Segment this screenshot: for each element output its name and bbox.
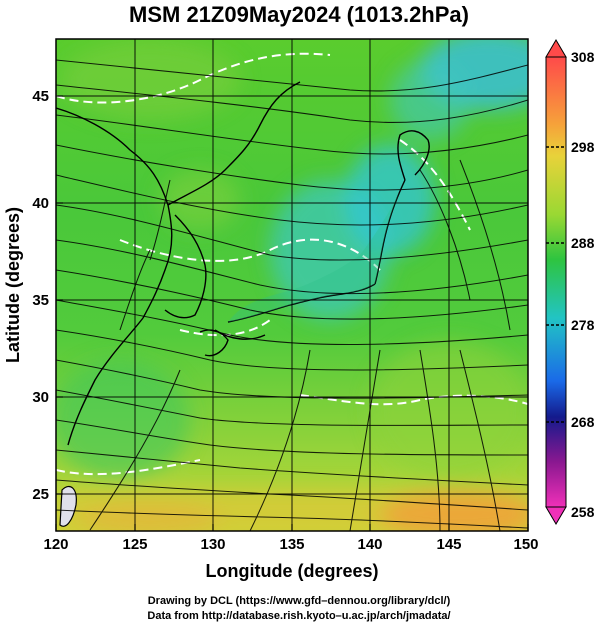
- y-tick-label: 35: [32, 292, 49, 309]
- colorbar-label: 278: [571, 317, 595, 333]
- y-tick-label: 25: [32, 486, 49, 503]
- x-tick-label: 140: [357, 536, 382, 553]
- taiwan-island: [59, 485, 77, 527]
- x-tick-label: 135: [279, 536, 304, 553]
- figure-title: MSM 21Z09May2024 (1013.2hPa): [129, 2, 469, 27]
- colorbar-ramp: [545, 56, 567, 508]
- y-tick-labels: 25 30 35 40 45: [32, 88, 49, 503]
- x-tick-label: 120: [43, 536, 68, 553]
- axis-ticks: [55, 95, 529, 531]
- temperature-contours: [56, 52, 528, 476]
- colorbar-top-arrow: [545, 39, 567, 58]
- y-tick-label: 45: [32, 88, 49, 105]
- japan-landmass: [228, 180, 405, 322]
- y-axis-label: Latitude (degrees): [3, 207, 23, 363]
- x-tick-label: 145: [436, 536, 461, 553]
- map-panel: [56, 39, 528, 531]
- x-tick-labels: 120 125 130 135 140 145 150: [43, 536, 538, 553]
- x-tick-label: 130: [200, 536, 225, 553]
- lat-lon-grid: [56, 39, 528, 531]
- footer-credit-data: Data from http://database.rish.kyoto–u.a…: [147, 610, 450, 622]
- x-tick-label: 125: [122, 536, 147, 553]
- colorbar-bottom-arrow: [545, 506, 567, 525]
- y-tick-label: 30: [32, 389, 49, 406]
- colorbar-label: 268: [571, 414, 595, 430]
- colorbar-label: 288: [571, 235, 595, 251]
- colorbar-label: 308: [571, 49, 595, 65]
- colorbar-label: 298: [571, 139, 595, 155]
- colorbar: 308 298 288 278 268 258: [545, 39, 595, 525]
- x-axis-label: Longitude (degrees): [205, 561, 378, 581]
- footer-credit-dcl: Drawing by DCL (https://www.gfd–dennou.o…: [148, 595, 451, 607]
- y-tick-label: 40: [32, 195, 49, 212]
- coastlines: [56, 81, 430, 446]
- x-tick-label: 150: [513, 536, 538, 553]
- colorbar-label: 258: [571, 504, 595, 520]
